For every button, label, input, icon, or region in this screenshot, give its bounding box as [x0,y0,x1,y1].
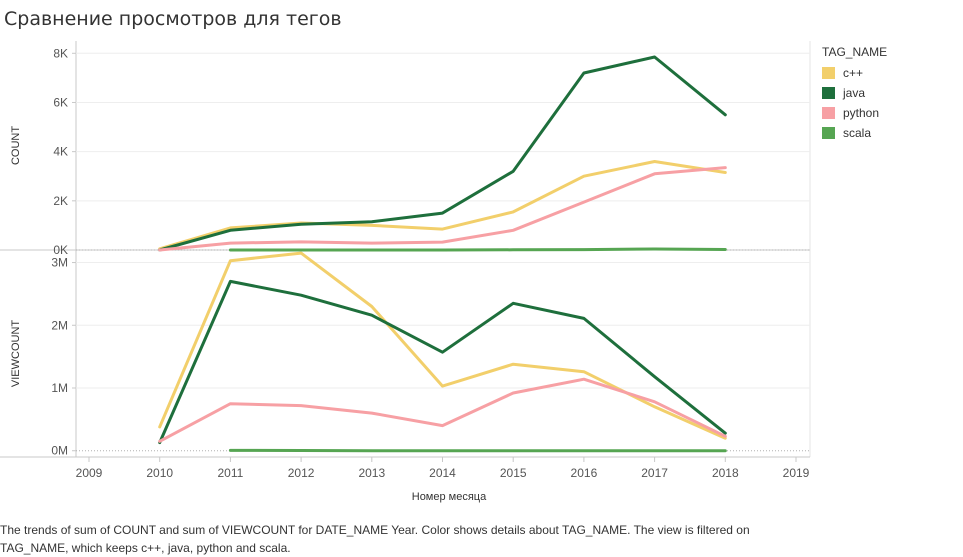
y-axis-title: VIEWCOUNT [10,320,22,388]
legend-item-cplus[interactable]: c++ [822,63,887,83]
series-line-java [160,281,726,442]
legend-label: scala [843,126,871,140]
legend-label: java [843,86,865,100]
x-tick-label: 2009 [76,466,103,480]
x-tick-label: 2012 [288,466,315,480]
legend-label: c++ [843,66,863,80]
legend-swatch [822,87,835,99]
x-tick-label: 2010 [146,466,173,480]
series-line-cplus [160,253,726,438]
x-tick-label: 2017 [641,466,668,480]
series-line-scala [230,249,725,250]
y-tick-label: 8K [53,46,68,60]
legend-swatch [822,107,835,119]
x-tick-label: 2013 [358,466,385,480]
y-tick-label: 6K [53,95,68,109]
series-line-python [160,379,726,441]
legend-swatch [822,127,835,139]
x-tick-label: 2011 [217,466,243,480]
y-axis-title: COUNT [10,126,22,165]
x-tick-label: 2018 [712,466,739,480]
series-line-java [160,57,726,250]
legend-swatch [822,67,835,79]
x-axis-title: Номер месяца [412,491,487,503]
y-tick-label: 4K [53,145,68,159]
y-tick-label: 2K [53,194,68,208]
y-tick-label: 2M [51,318,68,332]
x-tick-label: 2014 [429,466,456,480]
series-line-python [160,168,726,250]
x-tick-label: 2015 [500,466,527,480]
x-tick-label: 2019 [783,466,810,480]
legend-item-java[interactable]: java [822,83,887,103]
y-tick-label: 3M [51,256,68,270]
x-tick-label: 2016 [571,466,598,480]
legend: TAG_NAME c++ java python scala [822,45,887,143]
y-tick-label: 1M [51,381,68,395]
chart-caption: The trends of sum of COUNT and sum of VI… [0,521,800,557]
legend-item-python[interactable]: python [822,103,887,123]
legend-title: TAG_NAME [822,45,887,59]
y-tick-label: 0M [51,444,68,458]
legend-item-scala[interactable]: scala [822,123,887,143]
legend-label: python [843,106,879,120]
series-line-cplus [160,162,726,249]
